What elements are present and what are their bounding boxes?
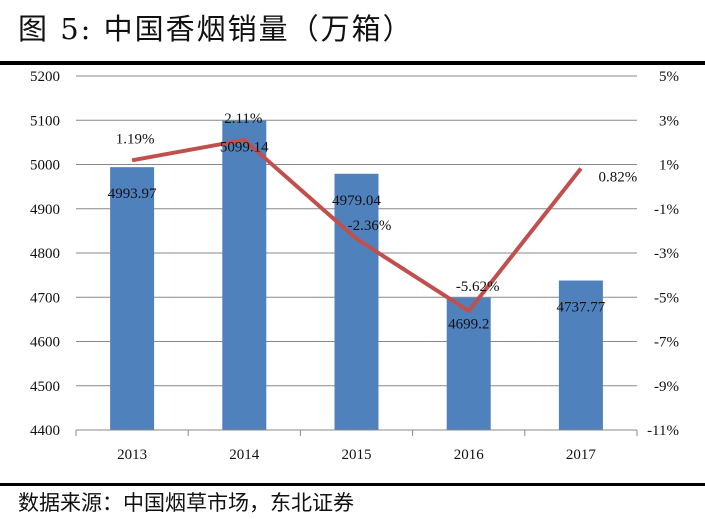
x-tick-label: 2014 [229, 447, 260, 463]
x-tick-label: 2017 [566, 447, 597, 463]
right-tick-label: -5% [654, 290, 679, 306]
right-tick-label: 5% [659, 69, 679, 85]
right-tick-label: -11% [647, 423, 679, 439]
right-tick-label: 3% [659, 113, 679, 129]
line-value-label: -2.36% [348, 218, 392, 234]
left-tick-label: 4900 [30, 202, 60, 218]
x-tick-label: 2016 [454, 447, 485, 463]
bar [558, 280, 603, 430]
title-rule [0, 61, 705, 65]
bar [334, 173, 379, 431]
bar-value-label: 4993.97 [108, 186, 157, 202]
right-tick-label: -7% [654, 335, 679, 351]
x-tick-label: 2015 [342, 447, 372, 463]
right-tick-label: -3% [654, 246, 679, 262]
left-tick-label: 4400 [30, 423, 60, 439]
line-value-label: 2.11% [224, 111, 262, 127]
bar [222, 120, 267, 430]
footer-rule [0, 483, 705, 486]
left-tick-label: 4500 [30, 379, 60, 395]
bar [110, 167, 155, 430]
right-tick-label: 1% [659, 158, 679, 174]
x-tick-label: 2013 [117, 447, 147, 463]
left-tick-label: 4600 [30, 335, 60, 351]
left-tick-label: 5200 [30, 69, 60, 85]
bar-value-label: 4979.04 [332, 193, 381, 209]
line-value-label: 0.82% [599, 169, 638, 185]
growth-line [131, 137, 583, 313]
left-tick-label: 4800 [30, 246, 60, 262]
bar-value-label: 5099.14 [220, 140, 269, 156]
left-tick-label: 4700 [30, 290, 60, 306]
source-note: 数据来源：中国烟草市场，东北证券 [18, 491, 354, 515]
bar-value-label: 4737.77 [557, 300, 606, 316]
line-value-label: -5.62% [456, 279, 500, 295]
line-value-label: 1.19% [116, 131, 155, 147]
bar-value-label: 4699.2 [448, 317, 489, 333]
left-tick-label: 5000 [30, 158, 60, 174]
right-tick-label: -1% [654, 202, 679, 218]
right-tick-label: -9% [654, 379, 679, 395]
bar [446, 297, 491, 430]
left-tick-label: 5100 [30, 113, 60, 129]
figure-title: 图 5: 中国香烟销量（万箱） [18, 12, 414, 46]
